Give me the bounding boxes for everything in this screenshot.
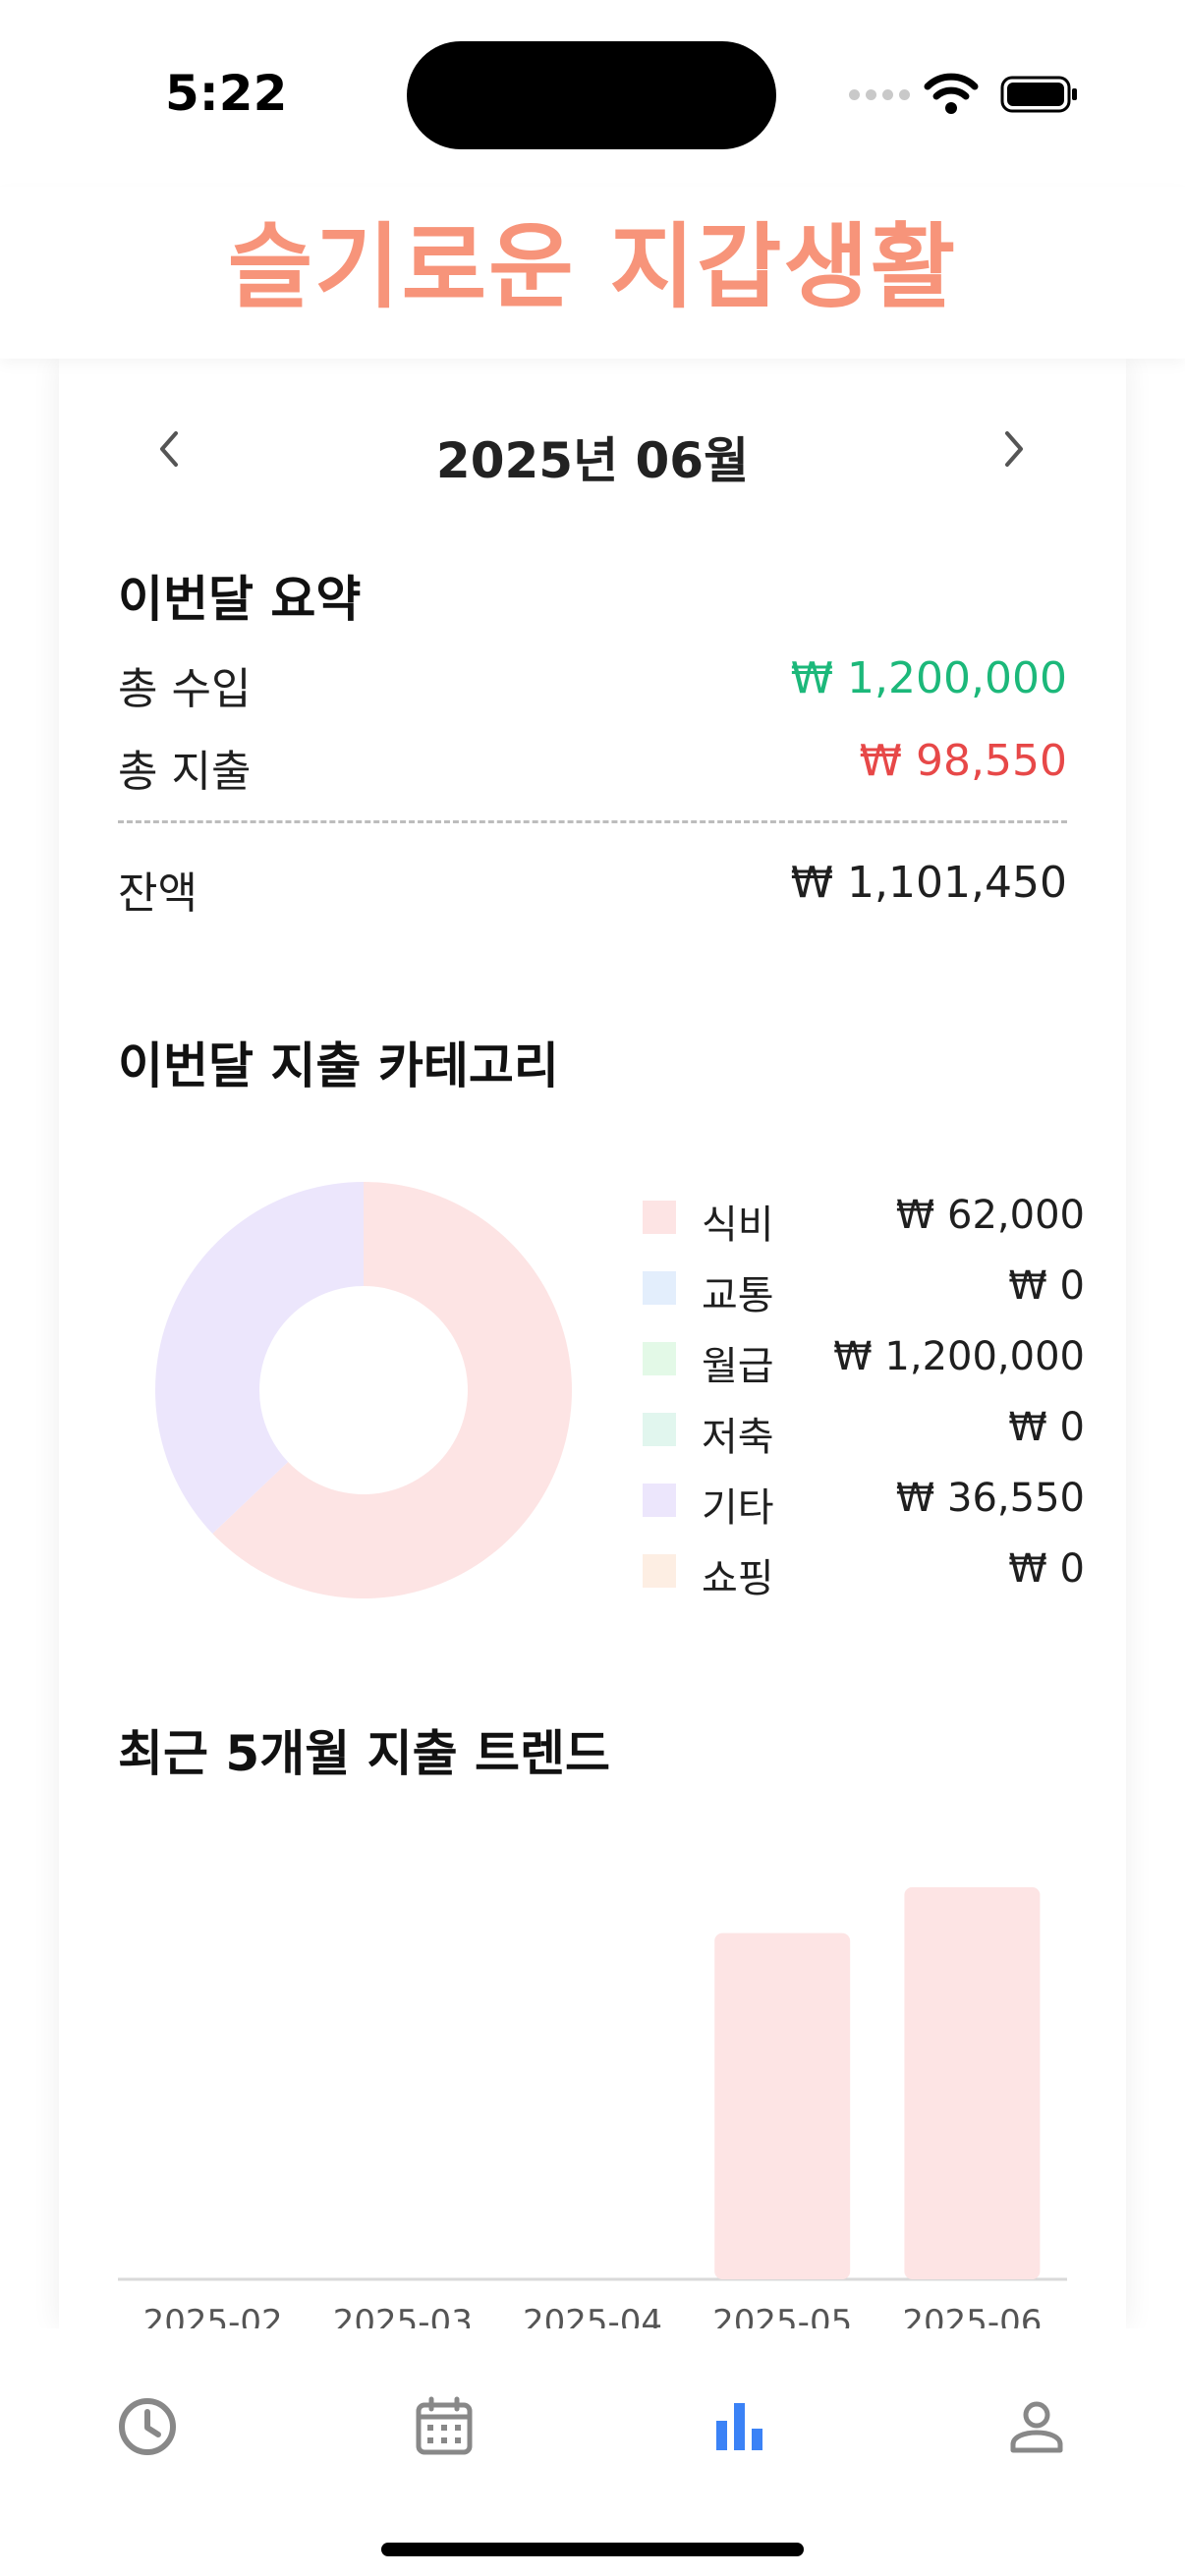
income-label: 총 수입 (118, 664, 252, 714)
legend-item: 식비 ₩ 62,000 (643, 1189, 1085, 1260)
donut-slice-식비 (212, 1182, 572, 1598)
chevron-left-icon (160, 431, 178, 467)
legend-item: 월급 ₩ 1,200,000 (643, 1330, 1085, 1401)
next-month-button[interactable] (975, 410, 1053, 488)
summary-divider (118, 820, 1067, 823)
home-indicator (381, 2543, 804, 2556)
stats-content[interactable]: 2025년 06월 이번달 요약 총 수입 ₩ 1,200,000 총 지출 ₩… (59, 359, 1126, 2328)
app-header: 슬기로운 지갑생활 (0, 187, 1185, 359)
tab-history[interactable] (108, 2387, 187, 2466)
x-tick-label: 2025-06 (902, 2303, 1042, 2328)
legend-item: 교통 ₩ 0 (643, 1260, 1085, 1330)
legend-swatch (643, 1342, 676, 1375)
x-tick-label: 2025-03 (333, 2303, 473, 2328)
bar-2025-06 (904, 1886, 1041, 2279)
chevron-right-icon (1005, 431, 1023, 467)
category-legend: 식비 ₩ 62,000 교통 ₩ 0 월급 ₩ 1,200,000 저축 ₩ 0 기타 ₩ 36,… (643, 1189, 1085, 1613)
legend-amount: ₩ 0 (1008, 1263, 1085, 1309)
prev-month-button[interactable] (130, 410, 208, 488)
expense-row: 총 지출 ₩ 98,550 (118, 736, 1067, 797)
legend-label: 식비 (702, 1203, 774, 1248)
x-tick-label: 2025-02 (143, 2303, 283, 2328)
summary-title: 이번달 요약 (118, 571, 362, 628)
category-title: 이번달 지출 카테고리 (118, 1037, 559, 1094)
clock-icon (119, 2398, 176, 2455)
month-label: 2025년 06월 (435, 432, 750, 489)
legend-amount: ₩ 1,200,000 (833, 1334, 1085, 1379)
status-bar: 5:22 (0, 0, 1185, 187)
category-donut-chart (155, 1182, 572, 1598)
battery-icon (1000, 76, 1077, 113)
legend-amount: ₩ 36,550 (895, 1476, 1085, 1521)
user-icon (1010, 2401, 1063, 2453)
legend-swatch (643, 1413, 676, 1446)
legend-item: 기타 ₩ 36,550 (643, 1472, 1085, 1542)
balance-row: 잔액 ₩ 1,101,450 (118, 858, 1067, 919)
tab-profile[interactable] (997, 2387, 1076, 2466)
donut-slice-기타 (155, 1182, 364, 1534)
legend-label: 기타 (702, 1485, 774, 1531)
tab-calendar[interactable] (405, 2387, 483, 2466)
legend-label: 교통 (702, 1273, 774, 1318)
legend-amount: ₩ 62,000 (895, 1193, 1085, 1238)
tab-statistics[interactable] (701, 2387, 779, 2466)
income-row: 총 수입 ₩ 1,200,000 (118, 653, 1067, 714)
dynamic-island (407, 41, 776, 149)
legend-amount: ₩ 0 (1008, 1546, 1085, 1592)
status-time: 5:22 (165, 65, 288, 122)
expense-value: ₩ 98,550 (859, 736, 1067, 786)
legend-item: 쇼핑 ₩ 0 (643, 1542, 1085, 1613)
month-navigator: 2025년 06월 (59, 410, 1126, 489)
calendar-icon (416, 2396, 473, 2455)
legend-swatch (643, 1554, 676, 1588)
expense-label: 총 지출 (118, 747, 252, 797)
balance-label: 잔액 (118, 868, 198, 919)
legend-amount: ₩ 0 (1008, 1405, 1085, 1450)
balance-value: ₩ 1,101,450 (790, 858, 1067, 908)
x-tick-label: 2025-05 (712, 2303, 852, 2328)
bar-chart-icon (716, 2403, 762, 2450)
legend-label: 쇼핑 (702, 1556, 774, 1601)
legend-label: 저축 (702, 1415, 774, 1460)
trend-title: 최근 5개월 지출 트렌드 (118, 1725, 611, 1782)
app-title: 슬기로운 지갑생활 (227, 214, 958, 321)
legend-swatch (643, 1484, 676, 1517)
income-value: ₩ 1,200,000 (790, 653, 1067, 703)
legend-swatch (643, 1201, 676, 1234)
legend-item: 저축 ₩ 0 (643, 1401, 1085, 1472)
legend-label: 월급 (702, 1344, 774, 1389)
bar-2025-05 (714, 1932, 851, 2279)
wifi-icon (924, 73, 979, 114)
trend-bar-chart: 2025-02 2025-03 2025-04 2025-05 2025-06 (118, 1886, 1067, 2328)
cellular-signal-icon (849, 89, 910, 100)
x-tick-label: 2025-04 (523, 2303, 662, 2328)
legend-swatch (643, 1271, 676, 1305)
tab-bar (0, 2328, 1185, 2576)
